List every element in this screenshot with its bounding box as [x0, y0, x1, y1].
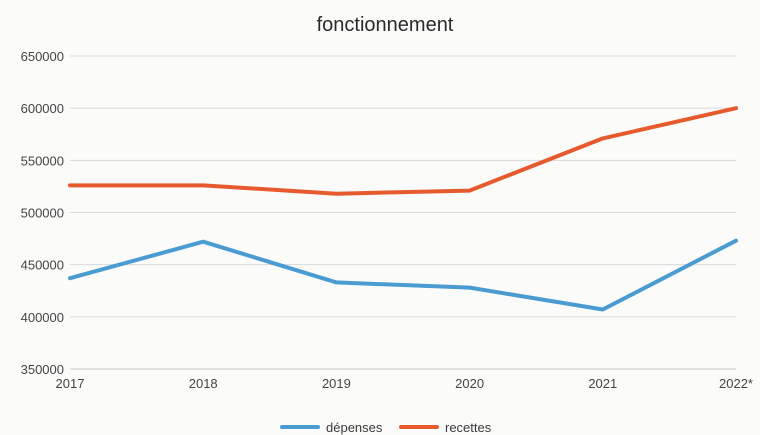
gridlines [70, 55, 736, 370]
data-point-dépenses-2019 [334, 280, 338, 284]
data-point-recettes-2018 [201, 183, 205, 187]
series-line-recettes [68, 106, 738, 196]
y-tick-label: 400000 [21, 310, 64, 325]
data-point-dépenses-2018 [201, 240, 205, 244]
y-tick-label: 600000 [21, 101, 64, 116]
data-point-recettes-2020 [468, 189, 472, 193]
y-tick-label: 500000 [21, 206, 64, 221]
x-axis-ticks: 2017 2018 2019 2020 2021 2022* [56, 376, 753, 391]
series-lines [68, 106, 738, 312]
data-point-dépenses-2021 [601, 308, 605, 312]
y-tick-label: 350000 [21, 362, 64, 377]
x-tick-label: 2019 [322, 376, 351, 391]
y-tick-label: 550000 [21, 153, 64, 168]
legend-label-dépenses: dépenses [326, 420, 383, 435]
data-point-dépenses-2020 [468, 286, 472, 290]
data-point-recettes-2017 [68, 183, 72, 187]
series-line-dépenses [68, 238, 738, 312]
x-tick-label: 2020 [455, 376, 484, 391]
y-tick-label: 650000 [21, 49, 64, 64]
legend: dépenses recettes [280, 420, 492, 435]
data-point-recettes-2022* [734, 106, 738, 110]
data-point-dépenses-2022* [734, 239, 738, 243]
data-point-recettes-2019 [334, 192, 338, 196]
data-point-dépenses-2017 [68, 276, 72, 280]
x-tick-label: 2018 [189, 376, 218, 391]
chart-title: fonctionnement [317, 14, 454, 36]
x-tick-label: 2017 [56, 376, 85, 391]
y-axis-ticks: 650000 600000 550000 500000 450000 400000 3500… [21, 49, 64, 377]
y-tick-label: 450000 [21, 258, 64, 273]
data-point-recettes-2021 [601, 136, 605, 140]
x-tick-label: 2021 [588, 376, 617, 391]
legend-label-recettes: recettes [445, 420, 492, 435]
x-tick-label: 2022* [719, 376, 753, 391]
